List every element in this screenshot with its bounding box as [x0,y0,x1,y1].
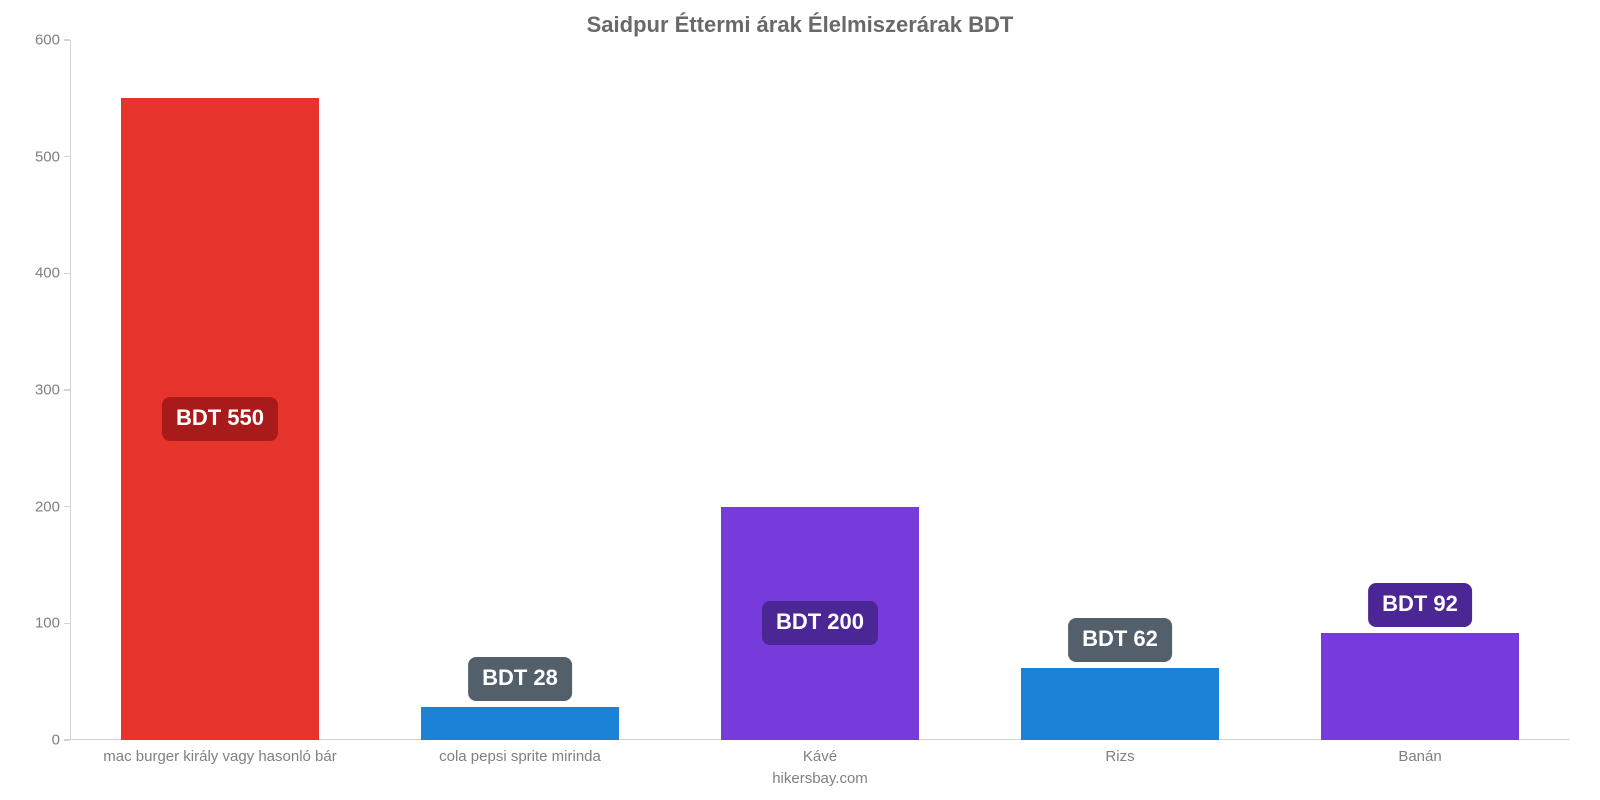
y-tick-label: 500 [35,148,60,165]
price-bar-chart: Saidpur Éttermi árak Élelmiszerárak BDT … [0,0,1600,800]
plot-area: BDT 550mac burger király vagy hasonló bá… [70,40,1570,740]
attribution-text: hikersbay.com [772,770,868,787]
y-tick-mark [64,739,70,741]
y-tick-mark [64,506,70,508]
category-label: cola pepsi sprite mirinda [439,748,601,765]
bars-container: BDT 550mac burger király vagy hasonló bá… [70,40,1570,740]
y-tick-label: 200 [35,498,60,515]
bar-slot: BDT 28cola pepsi sprite mirinda [370,40,670,740]
category-label: Banán [1398,748,1441,765]
y-tick-mark [64,273,70,275]
bar-slot: BDT 92Banán [1270,40,1570,740]
bar: BDT 28 [421,707,619,740]
chart-title: Saidpur Éttermi árak Élelmiszerárak BDT [0,12,1600,38]
y-tick-mark [64,39,70,41]
bar: BDT 62 [1021,668,1219,740]
value-badge: BDT 550 [162,397,278,441]
y-tick-label: 300 [35,382,60,399]
y-tick-mark [64,623,70,625]
bar: BDT 200 [721,507,919,740]
y-tick-label: 600 [35,32,60,49]
value-badge: BDT 28 [468,657,572,701]
bar-slot: BDT 550mac burger király vagy hasonló bá… [70,40,370,740]
category-label: Rizs [1105,748,1134,765]
bar-slot: BDT 62Rizs [970,40,1270,740]
value-badge: BDT 92 [1368,583,1472,627]
y-tick-label: 100 [35,615,60,632]
y-tick-mark [64,156,70,158]
y-tick-label: 400 [35,265,60,282]
value-badge: BDT 200 [762,601,878,645]
bar: BDT 550 [121,98,319,740]
category-label: Kávé [803,748,837,765]
value-badge: BDT 62 [1068,618,1172,662]
bar: BDT 92 [1321,633,1519,740]
y-tick-label: 0 [52,732,60,749]
bar-slot: BDT 200Kávé [670,40,970,740]
y-tick-mark [64,389,70,391]
category-label: mac burger király vagy hasonló bár [103,748,336,765]
